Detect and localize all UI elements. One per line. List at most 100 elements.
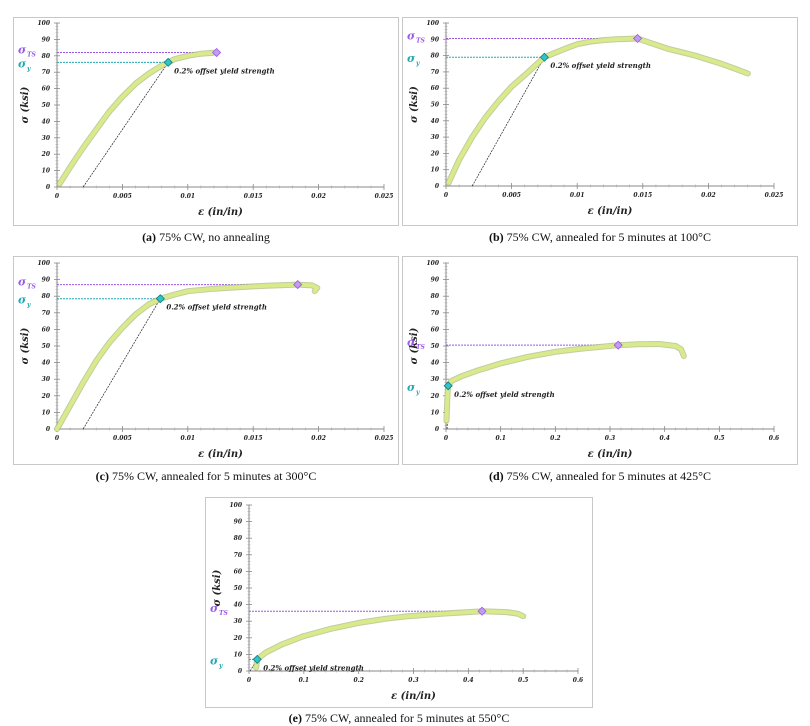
y-tick-label: 0 <box>46 184 51 191</box>
x-tick-label: 0.5 <box>714 435 724 442</box>
y-tick-label: 70 <box>42 69 51 76</box>
x-tick-label: 0.01 <box>180 435 195 442</box>
chart-b-svg: 0 10 20 30 40 50 60 70 80 90 100 0 0.005 0.01 0.015 0.0… <box>407 20 784 217</box>
y-tick-label: 10 <box>234 651 243 658</box>
y-tick-label: 80 <box>234 535 243 542</box>
x-tick-label: 0.02 <box>311 193 326 200</box>
x-tick-label: 0.3 <box>605 435 615 442</box>
sigma-ts-label-subscript: TS <box>27 52 36 59</box>
y-tick-label: 70 <box>42 310 51 317</box>
offset-yield-annotation: 0.2% offset yield strength <box>174 66 275 75</box>
sigma-y-label: σ <box>407 381 416 394</box>
sigma-y-label: σ <box>210 654 219 667</box>
chart-c-svg: 0 10 20 30 40 50 60 70 80 90 100 0 0.005 0.01 0.015 0.0… <box>18 260 394 460</box>
y-tick-label: 0 <box>238 668 243 675</box>
y-axis-label: σ (ksi) <box>409 327 420 364</box>
y-tick-label: 40 <box>431 360 440 367</box>
x-tick-label: 0.4 <box>463 677 473 684</box>
caption-d: (d) 75% CW, annealed for 5 minutes at 42… <box>402 469 798 484</box>
y-tick-label: 60 <box>431 85 440 92</box>
x-tick-label: 0.01 <box>570 192 585 199</box>
y-tick-label: 90 <box>431 277 440 284</box>
y-tick-label: 20 <box>41 151 51 158</box>
caption-c-text: 75% CW, annealed for 5 minutes at 300°C <box>109 469 317 483</box>
x-axis-label: ε (in/in) <box>198 207 243 218</box>
y-tick-label: 30 <box>42 376 51 383</box>
tensile-strength-marker <box>293 280 303 290</box>
caption-c-label: (c) <box>95 469 109 483</box>
x-tick-label: 0.005 <box>113 435 132 442</box>
y-tick-label: 0 <box>435 426 440 433</box>
yield-strength-marker <box>443 381 453 391</box>
offset-line <box>471 57 545 187</box>
y-tick-label: 100 <box>37 260 50 267</box>
x-tick-label: 0.025 <box>375 193 394 200</box>
chart-a-svg: 0 10 20 30 40 50 60 70 80 90 100 0 0.005 0.01 0.015 0.0… <box>18 20 394 218</box>
offset-line <box>82 298 161 430</box>
caption-e-label: (e) <box>288 711 302 725</box>
x-tick-label: 0.025 <box>765 192 784 199</box>
sigma-ts-label: σ <box>407 29 416 42</box>
x-tick-label: 0.2 <box>353 677 363 684</box>
x-axis-label: ε (in/in) <box>588 206 633 217</box>
caption-c: (c) 75% CW, annealed for 5 minutes at 30… <box>13 469 399 484</box>
y-tick-label: 70 <box>431 69 440 76</box>
offset-yield-annotation: 0.2% offset yield strength <box>454 390 555 399</box>
chart-panel-a: 0 10 20 30 40 50 60 70 80 90 100 0 0.005 0.01 0.015 0.0… <box>13 17 399 226</box>
chart-panel-e: 0 10 20 30 40 50 60 70 80 90 100 0 0.1 0.2 0.3 0.4 0.5 0.… <box>205 497 593 708</box>
sigma-y-label-subscript: y <box>26 302 31 309</box>
tensile-strength-marker <box>477 606 487 616</box>
y-tick-label: 50 <box>42 102 51 109</box>
x-tick-label: 0.02 <box>311 435 326 442</box>
y-tick-label: 50 <box>234 585 243 592</box>
caption-d-text: 75% CW, annealed for 5 minutes at 425°C <box>503 469 711 483</box>
x-tick-label: 0.2 <box>550 435 560 442</box>
y-tick-label: 20 <box>430 393 440 400</box>
sigma-y-label: σ <box>18 294 27 307</box>
offset-yield-annotation: 0.2% offset yield strength <box>166 303 267 312</box>
y-tick-label: 10 <box>42 168 51 175</box>
x-tick-label: 0.6 <box>769 435 780 442</box>
y-tick-label: 100 <box>426 20 439 27</box>
x-tick-label: 0.025 <box>375 435 394 442</box>
x-tick-label: 0.015 <box>633 192 652 199</box>
y-tick-label: 40 <box>234 602 243 609</box>
y-tick-label: 40 <box>42 360 51 367</box>
sigma-ts-label: σ <box>210 602 219 615</box>
chart-panel-d: 0 10 20 30 40 50 60 70 80 90 100 0 0.1 0.2 0.3 0.4 0.5 0.… <box>402 256 798 465</box>
x-tick-label: 0 <box>444 192 449 199</box>
chart-d-svg: 0 10 20 30 40 50 60 70 80 90 100 0 0.1 0.2 0.3 0.4 0.5 0.… <box>407 260 780 460</box>
caption-b: (b) 75% CW, annealed for 5 minutes at 10… <box>402 230 798 245</box>
y-tick-label: 40 <box>42 118 51 125</box>
tensile-strength-marker <box>632 33 643 44</box>
offset-yield-annotation: 0.2% offset yield strength <box>550 61 651 70</box>
y-tick-label: 10 <box>431 167 440 174</box>
y-tick-label: 80 <box>431 293 440 300</box>
y-tick-label: 90 <box>431 36 440 43</box>
caption-b-text: 75% CW, annealed for 5 minutes at 100°C <box>503 230 711 244</box>
y-axis-label: σ (ksi) <box>212 569 223 606</box>
x-tick-label: 0.015 <box>244 435 263 442</box>
x-tick-label: 0 <box>55 435 60 442</box>
tensile-strength-marker <box>613 340 623 350</box>
chart-panel-b: 0 10 20 30 40 50 60 70 80 90 100 0 0.005 0.01 0.015 0.0… <box>402 17 798 226</box>
x-tick-label: 0.005 <box>502 192 521 199</box>
caption-a: (a) 75% CW, no annealing <box>13 230 399 245</box>
yield-strength-marker <box>155 294 165 304</box>
y-tick-label: 10 <box>42 409 51 416</box>
y-tick-label: 30 <box>42 135 51 142</box>
sigma-y-label-subscript: y <box>415 389 420 396</box>
y-tick-label: 80 <box>431 53 440 60</box>
y-tick-label: 100 <box>229 502 242 509</box>
y-tick-label: 40 <box>431 118 440 125</box>
y-tick-label: 100 <box>37 20 50 27</box>
sigma-ts-label: σ <box>407 336 416 349</box>
stress-strain-curve <box>254 609 526 670</box>
caption-a-text: 75% CW, no annealing <box>156 230 270 244</box>
sigma-y-label-subscript: y <box>218 662 223 669</box>
y-tick-label: 0 <box>435 183 440 190</box>
y-tick-label: 20 <box>41 393 51 400</box>
x-tick-label: 0.5 <box>518 677 528 684</box>
x-axis-label: ε (in/in) <box>391 691 436 702</box>
x-tick-label: 0.3 <box>408 677 418 684</box>
